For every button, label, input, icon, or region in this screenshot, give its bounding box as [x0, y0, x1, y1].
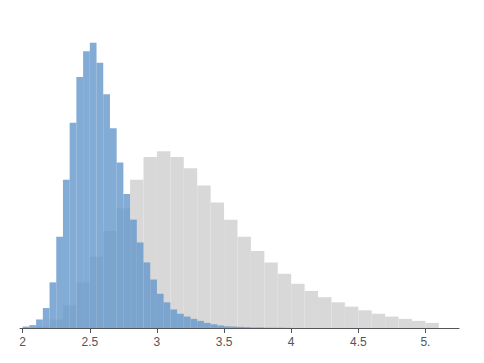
svg-text:2.5: 2.5 [81, 335, 98, 349]
svg-text:3: 3 [154, 335, 161, 349]
svg-text:4.5: 4.5 [350, 335, 367, 349]
svg-text:4: 4 [288, 335, 295, 349]
svg-text:5.: 5. [420, 335, 430, 349]
svg-text:2: 2 [19, 335, 26, 349]
svg-text:3.5: 3.5 [216, 335, 233, 349]
